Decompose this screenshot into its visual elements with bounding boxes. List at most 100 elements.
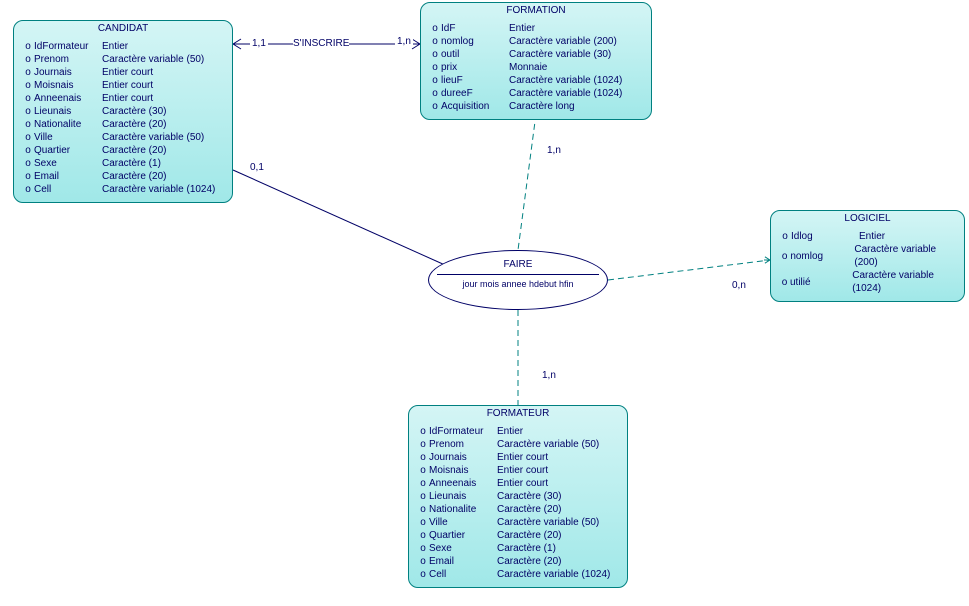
attribute-row: olieuFCaractère variable (1024)	[429, 74, 643, 87]
attr-type: Caractère variable (50)	[497, 516, 599, 529]
bullet-icon: o	[417, 503, 429, 516]
entity-body: oIdFEntieronomlogCaractère variable (200…	[421, 20, 651, 119]
cardinality: 1,n	[540, 370, 558, 381]
attr-name: dureeF	[441, 87, 509, 100]
attr-type: Caractère variable (1024)	[852, 269, 956, 295]
bullet-icon: o	[429, 35, 441, 48]
entity-body: oIdlogEntieronomlogCaractère variable (2…	[771, 228, 964, 301]
attribute-row: outiliéCaractère variable (1024)	[779, 269, 956, 295]
attr-name: nomlog	[441, 35, 509, 48]
bullet-icon: o	[417, 555, 429, 568]
bullet-icon: o	[22, 131, 34, 144]
bullet-icon: o	[417, 464, 429, 477]
attribute-row: oEmailCaractère (20)	[417, 555, 619, 568]
attr-name: Sexe	[34, 157, 102, 170]
attr-type: Caractère (1)	[102, 157, 161, 170]
entity-title: FORMATEUR	[409, 406, 627, 423]
attribute-row: oLieunaisCaractère (30)	[22, 105, 224, 118]
attr-name: IdF	[441, 22, 509, 35]
attr-name: Email	[429, 555, 497, 568]
association-title: FAIRE	[429, 251, 607, 270]
entity-title: LOGICIEL	[771, 211, 964, 228]
bullet-icon: o	[429, 48, 441, 61]
attribute-row: oCellCaractère variable (1024)	[22, 183, 224, 196]
attr-name: Ville	[429, 516, 497, 529]
attribute-row: oNationaliteCaractère (20)	[417, 503, 619, 516]
bullet-icon: o	[429, 87, 441, 100]
attr-type: Entier court	[102, 92, 153, 105]
bullet-icon: o	[417, 451, 429, 464]
attr-name: nomlog	[790, 250, 854, 263]
bullet-icon: o	[429, 22, 441, 35]
attr-name: Lieunais	[429, 490, 497, 503]
attr-name: Acquisition	[441, 100, 509, 113]
bullet-icon: o	[417, 477, 429, 490]
bullet-icon: o	[417, 438, 429, 451]
cardinality: 1,1	[250, 38, 268, 49]
attr-type: Caractère variable (200)	[854, 243, 956, 269]
bullet-icon: o	[429, 74, 441, 87]
attribute-row: oAnneenaisEntier court	[22, 92, 224, 105]
bullet-icon: o	[417, 425, 429, 438]
attr-type: Entier court	[497, 464, 548, 477]
attr-type: Entier	[497, 425, 523, 438]
attr-type: Caractère variable (200)	[509, 35, 617, 48]
bullet-icon: o	[417, 568, 429, 581]
attr-name: outil	[441, 48, 509, 61]
attribute-row: oCellCaractère variable (1024)	[417, 568, 619, 581]
attr-name: Quartier	[34, 144, 102, 157]
attribute-row: oIdFormateurEntier	[22, 40, 224, 53]
attr-type: Caractère (20)	[102, 170, 166, 183]
attr-type: Caractère variable (1024)	[509, 74, 622, 87]
attribute-row: oJournaisEntier court	[417, 451, 619, 464]
attribute-row: oAcquisitionCaractère long	[429, 100, 643, 113]
cardinality: 0,1	[248, 162, 266, 173]
relation-sinscrire: S'INSCRIRE	[293, 38, 349, 49]
bullet-icon: o	[22, 105, 34, 118]
attr-type: Caractère (20)	[102, 144, 166, 157]
attr-name: Email	[34, 170, 102, 183]
attr-name: Anneenais	[429, 477, 497, 490]
entity-title: CANDIDAT	[14, 21, 232, 38]
attribute-row: oAnneenaisEntier court	[417, 477, 619, 490]
attr-type: Caractère (30)	[102, 105, 166, 118]
attr-name: Lieunais	[34, 105, 102, 118]
bullet-icon: o	[417, 529, 429, 542]
attribute-row: oSexeCaractère (1)	[417, 542, 619, 555]
bullet-icon: o	[22, 144, 34, 157]
association-attrs: jour mois annee hdebut hfin	[437, 274, 599, 289]
attr-name: utilié	[790, 276, 852, 289]
attr-type: Entier	[509, 22, 535, 35]
attribute-row: oIdFormateurEntier	[417, 425, 619, 438]
attr-type: Caractère (20)	[497, 529, 561, 542]
bullet-icon: o	[429, 100, 441, 113]
attr-name: Anneenais	[34, 92, 102, 105]
bullet-icon: o	[22, 79, 34, 92]
attr-type: Entier court	[497, 477, 548, 490]
attribute-row: oQuartierCaractère (20)	[22, 144, 224, 157]
attr-type: Caractère variable (1024)	[509, 87, 622, 100]
attribute-row: oEmailCaractère (20)	[22, 170, 224, 183]
attribute-row: oPrenomCaractère variable (50)	[22, 53, 224, 66]
attr-type: Entier	[102, 40, 128, 53]
bullet-icon: o	[22, 157, 34, 170]
attr-name: Cell	[34, 183, 102, 196]
bullet-icon: o	[779, 230, 791, 243]
attr-name: IdFormateur	[34, 40, 102, 53]
attr-name: lieuF	[441, 74, 509, 87]
attribute-row: onomlogCaractère variable (200)	[429, 35, 643, 48]
attr-name: prix	[441, 61, 509, 74]
attr-type: Monnaie	[509, 61, 547, 74]
bullet-icon: o	[22, 53, 34, 66]
attr-type: Entier court	[102, 66, 153, 79]
attribute-row: oMoisnaisEntier court	[417, 464, 619, 477]
attr-type: Caractère variable (30)	[509, 48, 611, 61]
bullet-icon: o	[417, 516, 429, 529]
cardinality: 1,n	[395, 36, 413, 47]
attribute-row: oVilleCaractère variable (50)	[22, 131, 224, 144]
bullet-icon: o	[22, 118, 34, 131]
attr-type: Caractère variable (1024)	[497, 568, 610, 581]
entity-candidat: CANDIDAT oIdFormateurEntieroPrenomCaract…	[13, 20, 233, 203]
bullet-icon: o	[779, 276, 790, 289]
attribute-row: oNationaliteCaractère (20)	[22, 118, 224, 131]
